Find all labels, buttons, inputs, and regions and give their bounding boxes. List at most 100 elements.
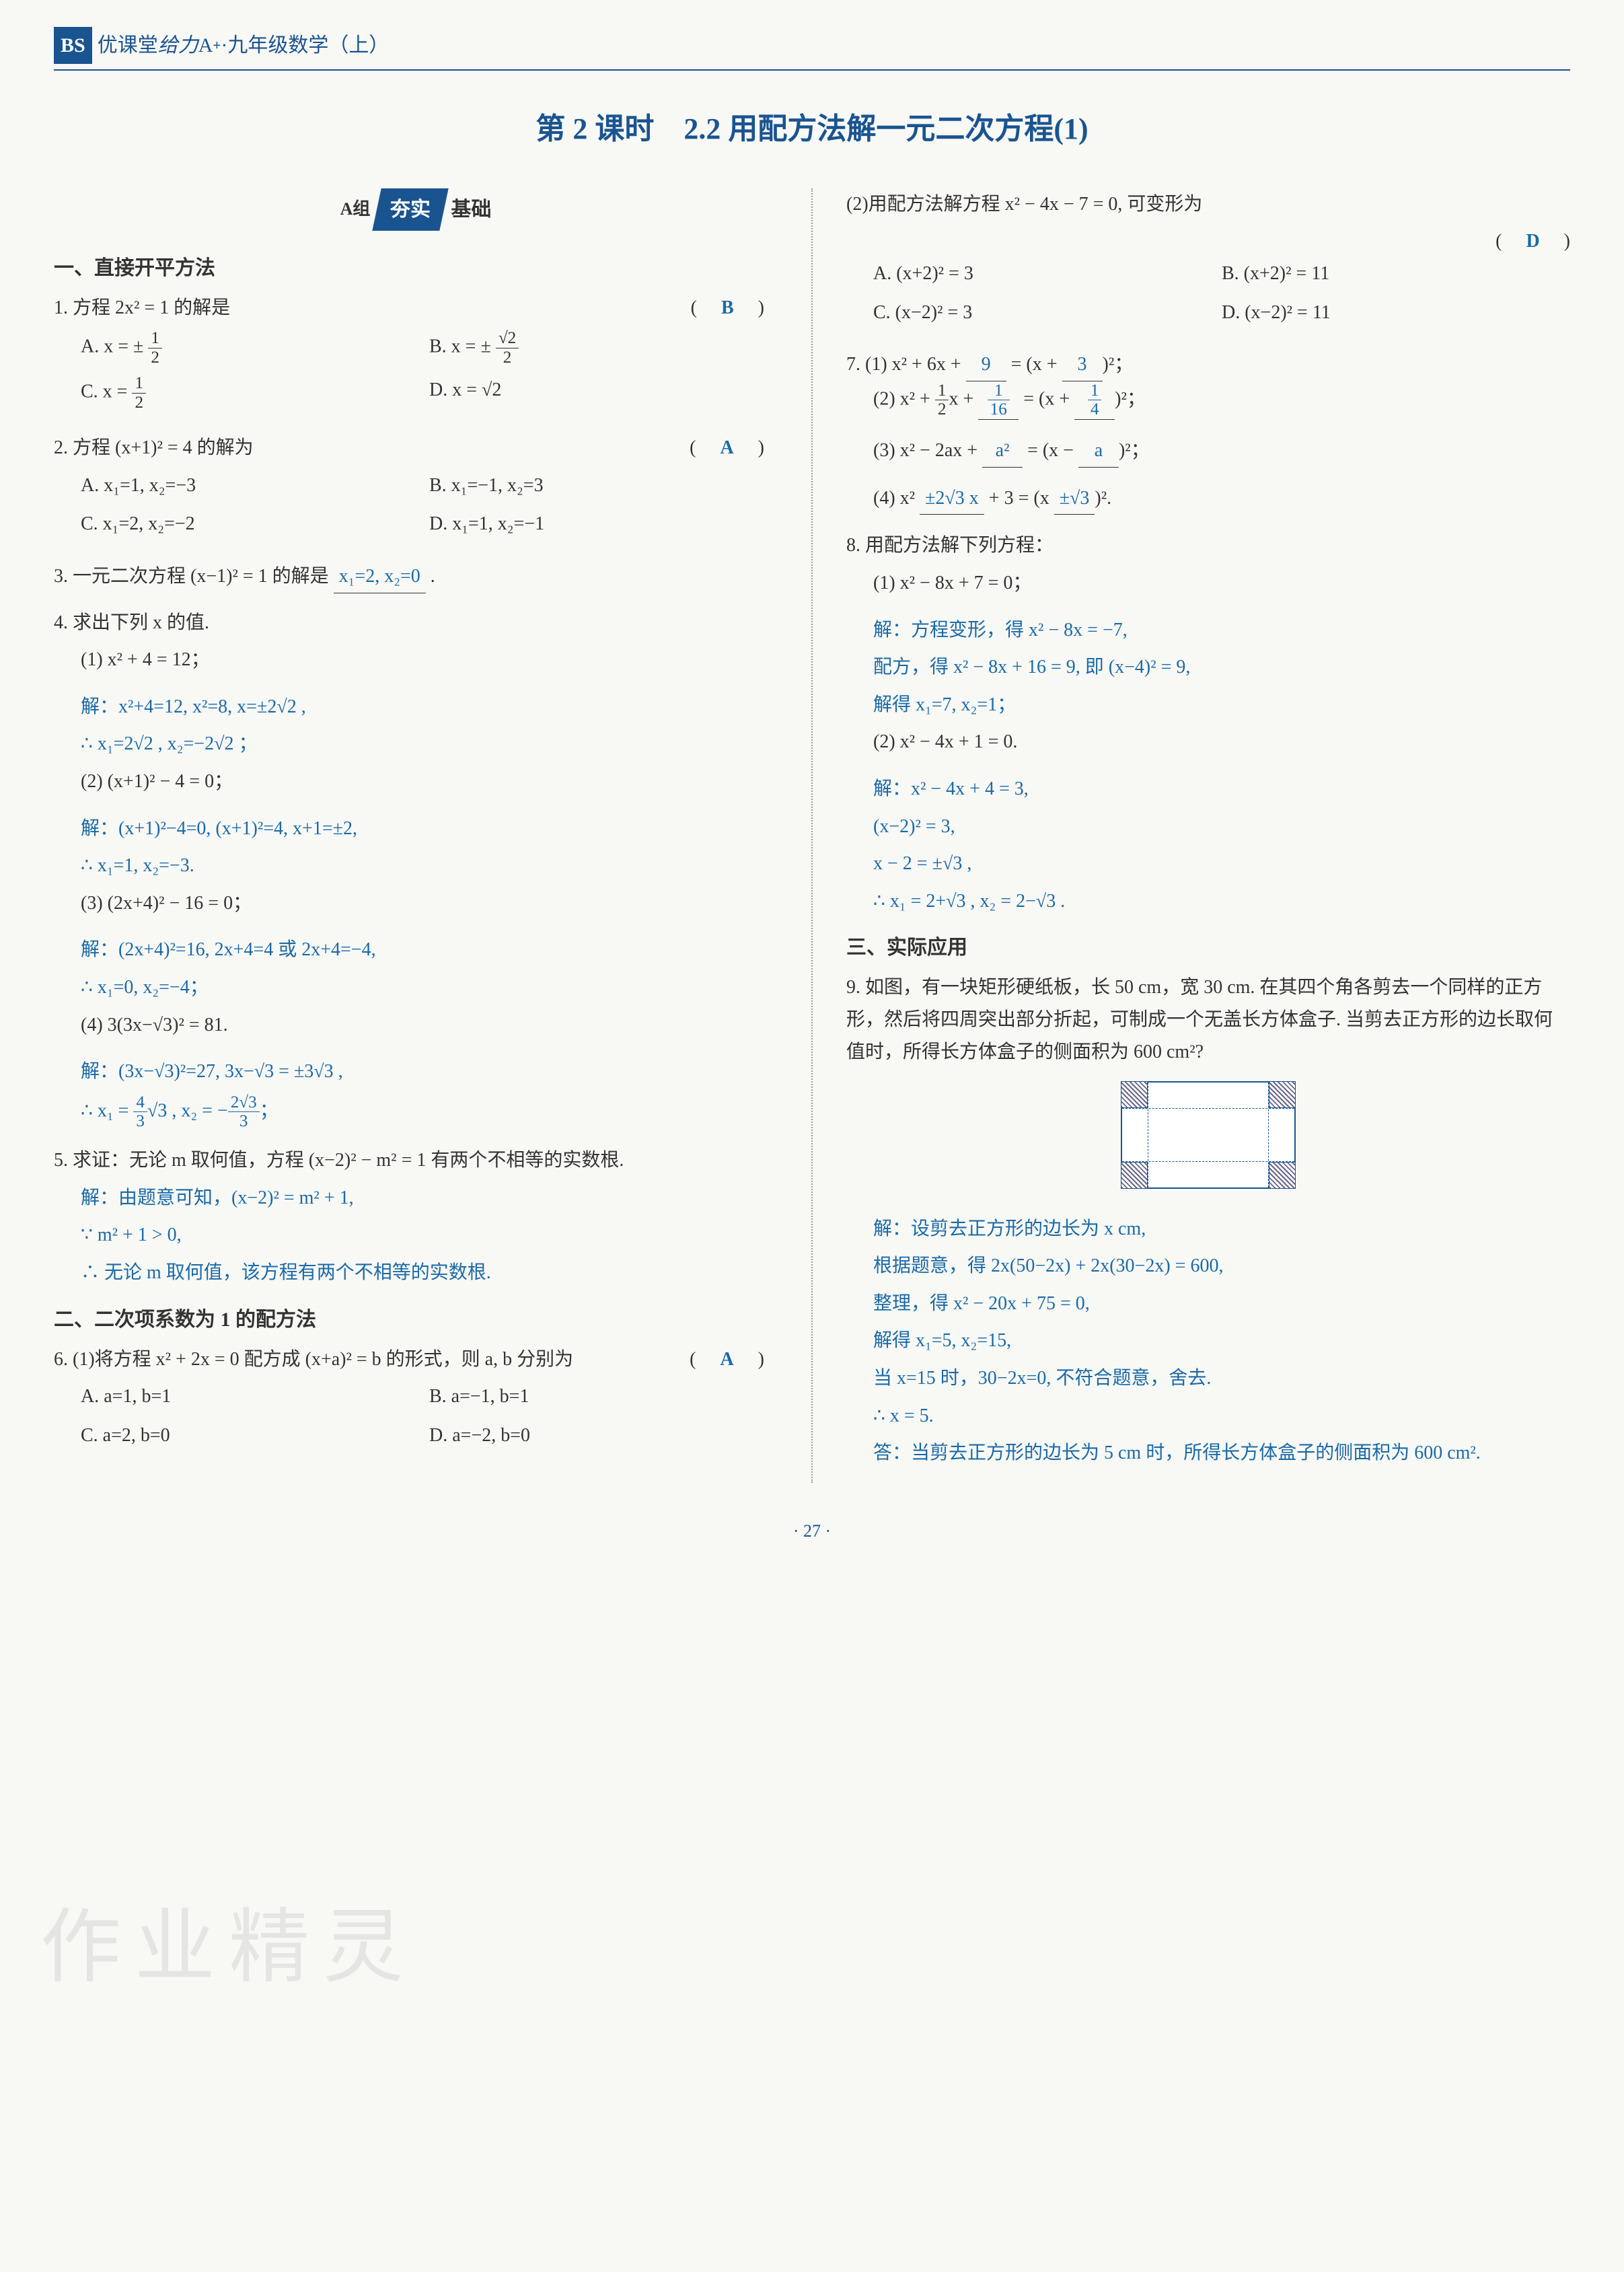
problem-7: 7. (1) x² + 6x + 9 = (x + 3)²； (2) x² + … <box>846 349 1570 515</box>
p9-sol6: ∴ x = 5. <box>846 1400 1570 1432</box>
page-number: · 27 · <box>54 1516 1570 1546</box>
p6b-answer: D <box>1520 231 1545 252</box>
badge-group: A组 <box>340 194 371 224</box>
p6b-opt-b: B. (x+2)² = 11 <box>1222 258 1570 290</box>
p7-line1: 7. (1) x² + 6x + 9 = (x + 3)²； <box>846 349 1570 381</box>
header-level: A <box>198 28 213 63</box>
p9-sol3: 整理，得 x² − 20x + 75 = 0, <box>846 1288 1570 1320</box>
p8-s1-sol3: 解得 x₁=7, x₂=1； <box>846 689 1570 721</box>
p4-sub3: (3) (2x+4)² − 16 = 0； <box>54 887 778 920</box>
header-series: 给力 <box>158 28 198 63</box>
p6b-text: (2)用配方法解方程 x² − 4x − 7 = 0, 可变形为 <box>846 194 1202 215</box>
p4-s3-sol1: 解：(2x+4)²=16, 2x+4=4 或 2x+4=−4, <box>54 934 778 966</box>
column-divider <box>811 188 813 1483</box>
problem-8: 8. 用配方法解下列方程： (1) x² − 8x + 7 = 0； 解：方程变… <box>846 529 1570 917</box>
p4-s4-sol1: 解：(3x−√3)²=27, 3x−√3 = ±3√3 , <box>54 1056 778 1088</box>
corner-bl <box>1121 1162 1148 1189</box>
p8-sub2: (2) x² − 4x + 1 = 0. <box>846 726 1570 758</box>
p8-s2-sol2: (x−2)² = 3, <box>846 811 1570 843</box>
left-column: A组 夯实 基础 一、直接开平方法 1. 方程 2x² = 1 的解是 ( B … <box>54 188 778 1483</box>
p4-s1-sol1: 解：x²+4=12, x²=8, x=±2√2 , <box>54 691 778 723</box>
p6-opt-b: B. a=−1, b=1 <box>429 1381 778 1413</box>
two-column-layout: A组 夯实 基础 一、直接开平方法 1. 方程 2x² = 1 的解是 ( B … <box>54 188 1570 1483</box>
p8-s1-sol1: 解：方程变形，得 x² − 8x = −7, <box>846 614 1570 647</box>
p7-line3: (3) x² − 2ax + a² = (x − a)²； <box>846 435 1570 468</box>
p3-text: 3. 一元二次方程 (x−1)² = 1 的解是 <box>54 566 329 587</box>
p8-s2-sol1: 解：x² − 4x + 4 = 3, <box>846 773 1570 805</box>
header-plus: + <box>213 34 221 58</box>
p6b-opt-a: A. (x+2)² = 3 <box>873 258 1222 290</box>
corner-tr <box>1269 1081 1296 1108</box>
p1-opt-d: D. x = √2 <box>429 374 778 412</box>
page-header: BS 优课堂 给力 A + ·九年级数学（上） <box>54 27 1570 71</box>
p8-s2-sol4: ∴ x₁ = 2+√3 , x₂ = 2−√3 . <box>846 885 1570 918</box>
p5-sol1: 解：由题意可知，(x−2)² = m² + 1, <box>54 1182 778 1214</box>
p4-s4-sol2: ∴ x₁ = 43√3 , x₂ = −2√33； <box>54 1093 778 1131</box>
p4-sub2: (2) (x+1)² − 4 = 0； <box>54 766 778 798</box>
p9-sol4: 解得 x₁=5, x₂=15, <box>846 1325 1570 1357</box>
box-diagram <box>1121 1081 1296 1189</box>
p4-s2-sol2: ∴ x₁=1, x₂=−3. <box>54 850 778 882</box>
p2-opt-a: A. x₁=1, x₂=−3 <box>81 470 429 502</box>
p8-text: 8. 用配方法解下列方程： <box>846 529 1570 562</box>
p2-opt-b: B. x₁=−1, x₂=3 <box>429 470 778 502</box>
section-badge: A组 夯实 基础 <box>54 188 778 231</box>
p1-opt-a: A. x = ± 12 <box>81 329 429 367</box>
p4-s3-sol2: ∴ x₁=0, x₂=−4； <box>54 972 778 1004</box>
problem-5: 5. 求证：无论 m 取何值，方程 (x−2)² − m² = 1 有两个不相等… <box>54 1144 778 1288</box>
p4-text: 4. 求出下列 x 的值. <box>54 607 778 639</box>
p1-answer: B <box>716 297 739 318</box>
p9-sol1: 解：设剪去正方形的边长为 x cm, <box>846 1213 1570 1245</box>
p6-opt-a: A. a=1, b=1 <box>81 1381 429 1413</box>
p6-opt-c: C. a=2, b=0 <box>81 1420 429 1452</box>
problem-9: 9. 如图，有一块矩形硬纸板，长 50 cm，宽 30 cm. 在其四个角各剪去… <box>846 972 1570 1469</box>
p8-sub1: (1) x² − 8x + 7 = 0； <box>846 567 1570 599</box>
p9-sol2: 根据题意，得 2x(50−2x) + 2x(30−2x) = 600, <box>846 1250 1570 1282</box>
header-subject: ·九年级数学（上） <box>221 28 389 63</box>
p8-s1-sol2: 配方，得 x² − 8x + 16 = 9, 即 (x−4)² = 9, <box>846 651 1570 684</box>
lesson-title: 第 2 课时 2.2 用配方法解一元二次方程(1) <box>54 104 1570 155</box>
p9-text: 9. 如图，有一块矩形硬纸板，长 50 cm，宽 30 cm. 在其四个角各剪去… <box>846 972 1570 1068</box>
p9-figure <box>846 1081 1570 1200</box>
p1-opt-c: C. x = 12 <box>81 374 429 412</box>
badge-main: 夯实 <box>373 188 449 231</box>
p4-sub4: (4) 3(3x−√3)² = 81. <box>54 1009 778 1041</box>
header-logo: BS <box>54 27 92 64</box>
corner-tl <box>1121 1081 1148 1108</box>
corner-br <box>1269 1162 1296 1189</box>
p6-opt-d: D. a=−2, b=0 <box>429 1420 778 1452</box>
problem-6: 6. (1)将方程 x² + 2x = 0 配方成 (x+a)² = b 的形式… <box>54 1344 778 1459</box>
p8-s2-sol3: x − 2 = ±√3 , <box>846 848 1570 880</box>
topic-3: 三、实际应用 <box>846 930 1570 965</box>
p6b-opt-d: D. (x−2)² = 11 <box>1222 297 1570 329</box>
right-column: (2)用配方法解方程 x² − 4x − 7 = 0, 可变形为 ( D ) A… <box>846 188 1570 1483</box>
p2-answer: A <box>714 437 739 458</box>
p2-opt-c: C. x₁=2, x₂=−2 <box>81 508 429 540</box>
p1-opt-b: B. x = ± √22 <box>429 329 778 367</box>
topic-2: 二、二次项系数为 1 的配方法 <box>54 1303 778 1337</box>
problem-4: 4. 求出下列 x 的值. (1) x² + 4 = 12； 解：x²+4=12… <box>54 607 778 1132</box>
p4-s2-sol1: 解：(x+1)²−4=0, (x+1)²=4, x+1=±2, <box>54 813 778 845</box>
p1-text: 1. 方程 2x² = 1 的解是 <box>54 297 230 318</box>
p5-sol2: ∵ m² + 1 > 0, <box>54 1219 778 1251</box>
p2-opt-d: D. x₁=1, x₂=−1 <box>429 508 778 540</box>
p2-text: 2. 方程 (x+1)² = 4 的解为 <box>54 437 254 458</box>
p9-sol5: 当 x=15 时，30−2x=0, 不符合题意，舍去. <box>846 1362 1570 1395</box>
p6b-opt-c: C. (x−2)² = 3 <box>873 297 1222 329</box>
topic-1: 一、直接开平方法 <box>54 251 778 285</box>
p4-sub1: (1) x² + 4 = 12； <box>54 644 778 676</box>
header-brand: 优课堂 <box>98 28 158 63</box>
problem-2: 2. 方程 (x+1)² = 4 的解为 ( A ) A. x₁=1, x₂=−… <box>54 432 778 547</box>
p5-sol3: ∴ 无论 m 取何值，该方程有两个不相等的实数根. <box>54 1257 778 1289</box>
watermark: 作业精灵 <box>40 1879 417 2016</box>
p5-text: 5. 求证：无论 m 取何值，方程 (x−2)² − m² = 1 有两个不相等… <box>54 1144 778 1177</box>
inner-v2 <box>1268 1083 1269 1187</box>
p3-blank: x₁=2, x₂=0 <box>334 560 426 593</box>
badge-sub: 基础 <box>451 192 491 227</box>
p6-text: 6. (1)将方程 x² + 2x = 0 配方成 (x+a)² = b 的形式… <box>54 1349 573 1370</box>
p7-line2: (2) x² + 12x + 116 = (x + 14)²； <box>846 381 1570 420</box>
p6-answer: A <box>714 1349 739 1370</box>
problem-3: 3. 一元二次方程 (x−1)² = 1 的解是 x₁=2, x₂=0 . <box>54 560 778 593</box>
p9-sol7: 答：当剪去正方形的边长为 5 cm 时，所得长方体盒子的侧面积为 600 cm²… <box>846 1437 1570 1469</box>
p4-s1-sol2: ∴ x₁=2√2 , x₂=−2√2 ； <box>54 728 778 760</box>
